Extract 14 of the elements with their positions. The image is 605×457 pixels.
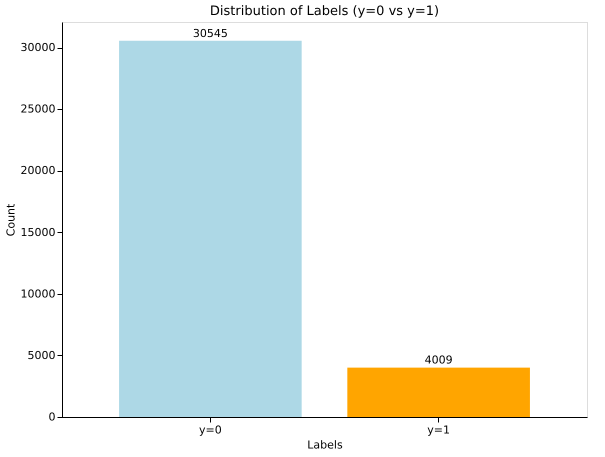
y-axis-title: Count [4,202,18,236]
chart-title: Distribution of Labels (y=0 vs y=1) [210,4,440,19]
data-label: 4009 [424,354,453,367]
data-label: 30545 [192,26,228,40]
y-tick-label: 5000 [28,348,56,362]
x-tick-label: y=1 [427,424,450,436]
y-tick-label: 20000 [20,164,56,178]
y-tick-label: 15000 [20,226,56,239]
y-tick-label: 0 [48,410,56,424]
y-tick-label: 10000 [20,287,56,300]
x-tick-label: y=0 [199,424,222,436]
x-axis-title: Labels [307,438,343,452]
y-tick-label: 30000 [20,41,56,54]
y-tick-label: 25000 [20,102,56,116]
